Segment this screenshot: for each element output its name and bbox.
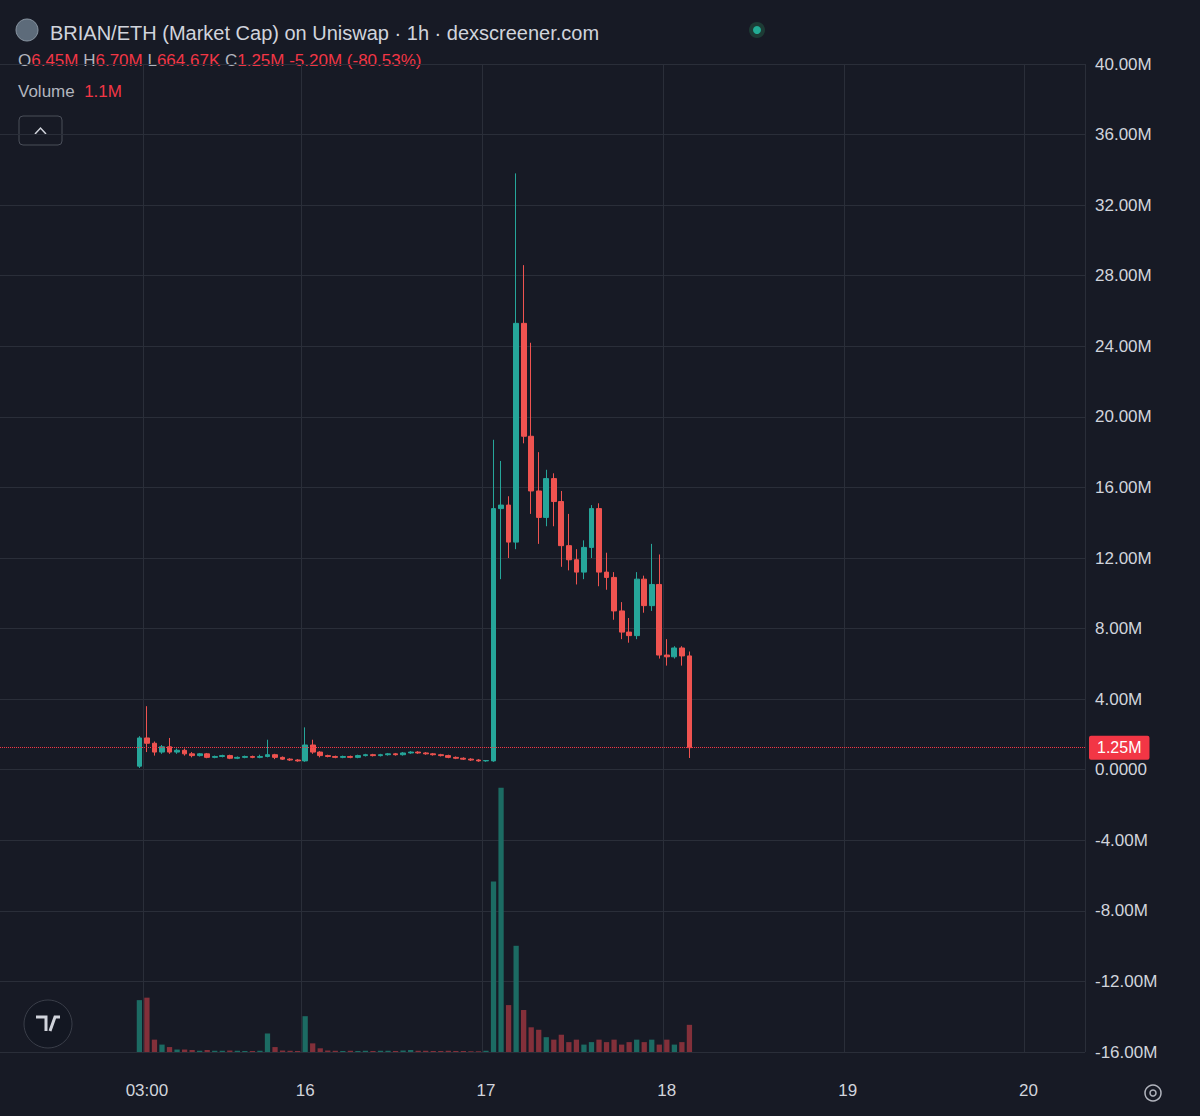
svg-text:36.00M: 36.00M: [1095, 125, 1152, 144]
svg-text:O: O: [18, 51, 31, 70]
svg-text:Volume: Volume: [18, 82, 75, 101]
svg-text:6.70M: 6.70M: [95, 51, 142, 70]
svg-text:-12.00M: -12.00M: [1095, 972, 1157, 991]
svg-text:L: L: [147, 51, 156, 70]
svg-text:1.25M: 1.25M: [1097, 739, 1141, 756]
svg-text:12.00M: 12.00M: [1095, 549, 1152, 568]
svg-text:28.00M: 28.00M: [1095, 266, 1152, 285]
svg-text:16: 16: [296, 1081, 315, 1100]
svg-text:19: 19: [838, 1081, 857, 1100]
svg-text:4.00M: 4.00M: [1095, 690, 1142, 709]
svg-text:-8.00M: -8.00M: [1095, 901, 1148, 920]
svg-text:BRIAN/ETH (Market Cap) on Unis: BRIAN/ETH (Market Cap) on Uniswap · 1h ·…: [50, 22, 599, 44]
svg-text:03:00: 03:00: [126, 1081, 169, 1100]
svg-text:18: 18: [657, 1081, 676, 1100]
svg-text:1.1M: 1.1M: [84, 82, 122, 101]
svg-text:1.25M: 1.25M: [237, 51, 284, 70]
svg-text:40.00M: 40.00M: [1095, 55, 1152, 74]
svg-text:24.00M: 24.00M: [1095, 337, 1152, 356]
svg-text:-4.00M: -4.00M: [1095, 831, 1148, 850]
svg-text:16.00M: 16.00M: [1095, 478, 1152, 497]
svg-text:H: H: [83, 51, 95, 70]
svg-text:6.45M: 6.45M: [31, 51, 78, 70]
svg-text:C: C: [225, 51, 237, 70]
svg-text:-16.00M: -16.00M: [1095, 1043, 1157, 1062]
svg-text:20.00M: 20.00M: [1095, 407, 1152, 426]
svg-text:0.0000: 0.0000: [1095, 760, 1147, 779]
svg-text:-5.20M (-80.53%): -5.20M (-80.53%): [289, 51, 421, 70]
svg-text:8.00M: 8.00M: [1095, 619, 1142, 638]
svg-text:20: 20: [1019, 1081, 1038, 1100]
svg-text:17: 17: [477, 1081, 496, 1100]
svg-text:32.00M: 32.00M: [1095, 196, 1152, 215]
svg-text:664.67K: 664.67K: [157, 51, 221, 70]
